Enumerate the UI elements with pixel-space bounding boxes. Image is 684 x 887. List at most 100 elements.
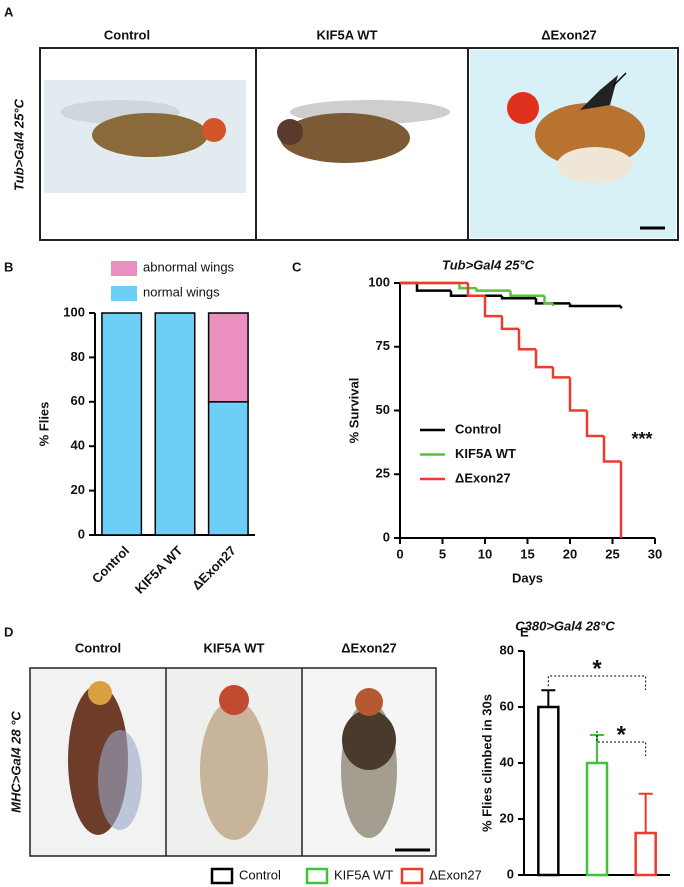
survival-step xyxy=(534,298,570,305)
y-tick-label: 100 xyxy=(368,274,390,289)
y-tick-label: 40 xyxy=(500,754,514,769)
arrow xyxy=(612,72,627,87)
bar xyxy=(634,831,657,877)
y-tick-label: 20 xyxy=(71,482,85,497)
survival-step xyxy=(475,288,511,292)
fly-eye xyxy=(507,92,539,124)
panel-label: B xyxy=(4,259,13,274)
fly-abdomen xyxy=(557,147,633,183)
x-tick-label: Control xyxy=(89,543,132,586)
bar xyxy=(585,761,609,877)
x-tick-label: 20 xyxy=(563,546,577,561)
survival-step xyxy=(466,283,485,297)
y-axis-label: % Survival xyxy=(346,378,361,444)
column-title: ΔExon27 xyxy=(341,640,397,655)
survival-step xyxy=(602,436,621,463)
legend-swatch xyxy=(400,867,424,885)
survival-step xyxy=(500,295,536,300)
y-tick-label: 75 xyxy=(376,338,390,353)
annotation: *** xyxy=(631,429,652,449)
survival-step xyxy=(568,377,587,412)
legend-swatch xyxy=(305,867,329,885)
fly-wing xyxy=(580,75,618,110)
bar-segment xyxy=(207,401,249,536)
column-title: KIF5A WT xyxy=(317,27,378,42)
fly-head xyxy=(88,681,112,705)
legend-label: ΔExon27 xyxy=(429,867,482,882)
fly-eye xyxy=(277,119,303,145)
y-tick-label: 80 xyxy=(71,349,85,364)
y-tick-label: 50 xyxy=(376,402,390,417)
significance-label: * xyxy=(617,721,627,748)
chart-title: Tub>Gal4 25°C xyxy=(442,257,535,272)
legend-label: normal wings xyxy=(143,284,220,299)
y-tick-label: 60 xyxy=(500,698,514,713)
y-tick-label: 0 xyxy=(383,529,390,544)
fly-head xyxy=(355,688,383,716)
y-tick-label: 20 xyxy=(500,810,514,825)
y-tick-label: 0 xyxy=(78,526,85,541)
photo-frame xyxy=(29,667,437,857)
x-tick-label: 0 xyxy=(396,546,403,561)
bar-segment xyxy=(154,312,196,536)
survival-step xyxy=(568,303,621,308)
survival-step xyxy=(483,295,502,318)
x-tick-label: 30 xyxy=(648,546,662,561)
bar-segment xyxy=(207,312,249,403)
survival-step xyxy=(458,283,477,290)
legend-swatch xyxy=(111,261,137,276)
column-title: KIF5A WT xyxy=(204,640,265,655)
x-tick-label: 15 xyxy=(520,546,534,561)
x-axis-label: Days xyxy=(512,570,543,585)
panel-label: E xyxy=(520,624,529,639)
legend-label: Control xyxy=(239,867,281,882)
y-tick-label: 0 xyxy=(507,866,514,881)
y-tick-label: 60 xyxy=(71,393,85,408)
column-title: Control xyxy=(75,640,121,655)
panel-label: C xyxy=(292,259,302,274)
survival-step xyxy=(543,295,553,305)
x-tick-label: KIF5A WT xyxy=(132,543,186,597)
fly-eye xyxy=(202,118,226,142)
survival-step xyxy=(415,283,451,292)
fly-head xyxy=(219,685,249,715)
y-tick-label: 100 xyxy=(63,304,85,319)
survival-step xyxy=(585,410,604,438)
y-tick-label: 40 xyxy=(71,438,85,453)
fly-body xyxy=(280,113,410,163)
legend-swatch xyxy=(111,286,137,301)
y-axis-label: % Flies climbed in 30s xyxy=(479,694,494,832)
significance-bracket xyxy=(596,731,647,756)
column-title: ΔExon27 xyxy=(541,27,597,42)
fly-body xyxy=(92,113,208,157)
y-tick-label: 25 xyxy=(376,466,390,481)
column-title: Control xyxy=(104,27,150,42)
bar xyxy=(537,705,560,877)
photo-row xyxy=(39,47,679,241)
significance-bracket xyxy=(547,675,647,690)
error-bar xyxy=(541,689,556,707)
x-tick-label: 10 xyxy=(478,546,492,561)
y-tick-label: 80 xyxy=(500,642,514,657)
legend-label: ΔExon27 xyxy=(455,470,511,485)
genotype-label: MHC>Gal4 28 °C xyxy=(8,711,23,813)
error-bar xyxy=(638,792,653,833)
x-tick-label: 25 xyxy=(605,546,619,561)
chart-title: C380>Gal4 28°C xyxy=(515,618,615,633)
legend-label: Control xyxy=(455,421,501,436)
survival-step xyxy=(517,328,536,351)
x-tick-label: ΔExon27 xyxy=(189,543,239,593)
legend-label: KIF5A WT xyxy=(455,446,516,461)
photo-row xyxy=(29,667,437,857)
legend-label: KIF5A WT xyxy=(334,867,393,882)
significance-label: * xyxy=(592,655,602,682)
panel-label: A xyxy=(4,4,14,19)
survival-step xyxy=(500,316,519,331)
legend-label: abnormal wings xyxy=(143,259,235,274)
fly-wing xyxy=(98,730,142,830)
fly-body xyxy=(200,700,268,840)
genotype-label: Tub>Gal4 25°C xyxy=(11,98,26,191)
survival-step xyxy=(534,349,553,369)
